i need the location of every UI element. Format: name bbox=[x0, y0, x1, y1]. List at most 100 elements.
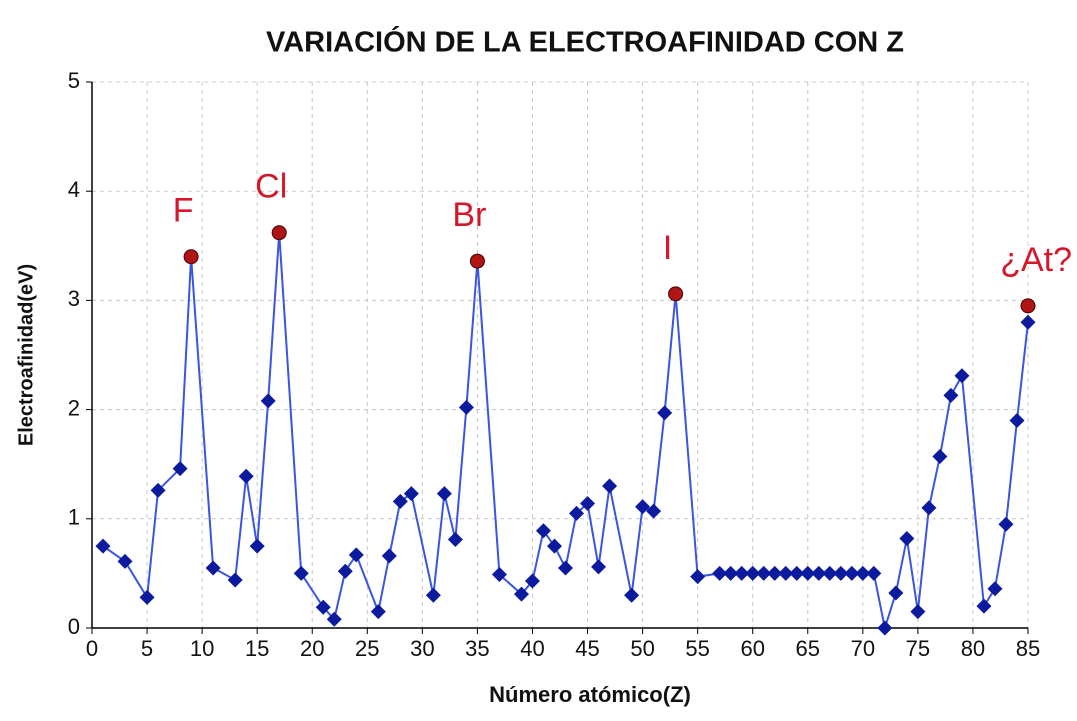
x-tick-label: 25 bbox=[355, 636, 379, 661]
highlight-point bbox=[1020, 298, 1036, 314]
x-tick-label: 85 bbox=[1016, 636, 1040, 661]
point bbox=[1020, 314, 1036, 330]
point bbox=[249, 538, 265, 554]
x-tick-label: 15 bbox=[245, 636, 269, 661]
point bbox=[370, 604, 386, 620]
series-line bbox=[102, 232, 1029, 629]
x-tick-label: 75 bbox=[906, 636, 930, 661]
point bbox=[227, 572, 243, 588]
y-tick-label: 4 bbox=[68, 177, 80, 202]
point bbox=[238, 468, 254, 484]
point bbox=[811, 565, 827, 581]
point bbox=[348, 547, 364, 563]
point bbox=[723, 565, 739, 581]
point bbox=[767, 565, 783, 581]
point bbox=[558, 560, 574, 576]
point bbox=[95, 538, 111, 554]
point bbox=[580, 496, 596, 512]
point bbox=[921, 500, 937, 516]
point bbox=[712, 565, 728, 581]
point bbox=[734, 565, 750, 581]
x-tick-label: 50 bbox=[630, 636, 654, 661]
point bbox=[778, 565, 794, 581]
x-tick-label: 70 bbox=[851, 636, 875, 661]
point bbox=[205, 560, 221, 576]
point bbox=[425, 587, 441, 603]
point bbox=[998, 516, 1014, 532]
point bbox=[139, 589, 155, 605]
point bbox=[899, 530, 915, 546]
chart-title: VARIACIÓN DE LA ELECTROAFINIDAD CON Z bbox=[266, 25, 904, 59]
y-tick-label: 0 bbox=[68, 614, 80, 639]
x-tick-label: 55 bbox=[685, 636, 709, 661]
annotation: Cl bbox=[255, 168, 287, 206]
point bbox=[877, 620, 893, 636]
point bbox=[315, 599, 331, 615]
y-tick-label: 5 bbox=[68, 68, 80, 93]
x-axis-label: Número atómico(Z) bbox=[489, 682, 691, 707]
y-tick-label: 1 bbox=[68, 505, 80, 530]
point bbox=[855, 565, 871, 581]
point bbox=[789, 565, 805, 581]
point bbox=[436, 486, 452, 502]
point bbox=[932, 449, 948, 465]
point bbox=[844, 565, 860, 581]
point bbox=[976, 598, 992, 614]
point bbox=[690, 569, 706, 585]
highlight-point bbox=[668, 286, 684, 302]
x-tick-label: 5 bbox=[141, 636, 153, 661]
point bbox=[756, 565, 772, 581]
x-tick-label: 35 bbox=[465, 636, 489, 661]
point bbox=[172, 461, 188, 477]
x-tick-label: 40 bbox=[520, 636, 544, 661]
point bbox=[624, 587, 640, 603]
point bbox=[800, 565, 816, 581]
highlight-point bbox=[183, 249, 199, 265]
point bbox=[745, 565, 761, 581]
point bbox=[943, 387, 959, 403]
point bbox=[513, 586, 529, 602]
point bbox=[888, 585, 904, 601]
point bbox=[117, 553, 133, 569]
y-axis-label: Electroafinidad(eV) bbox=[15, 264, 37, 446]
point bbox=[987, 581, 1003, 597]
x-tick-label: 10 bbox=[190, 636, 214, 661]
x-tick-label: 80 bbox=[961, 636, 985, 661]
point bbox=[491, 566, 507, 582]
point bbox=[602, 478, 618, 494]
point bbox=[260, 393, 276, 409]
point bbox=[447, 532, 463, 548]
annotation: F bbox=[173, 192, 194, 230]
annotation: ¿At? bbox=[1000, 241, 1072, 279]
x-tick-label: 20 bbox=[300, 636, 324, 661]
point bbox=[646, 503, 662, 519]
x-tick-label: 65 bbox=[796, 636, 820, 661]
x-tick-label: 45 bbox=[575, 636, 599, 661]
y-tick-label: 3 bbox=[68, 286, 80, 311]
point bbox=[150, 482, 166, 498]
highlight-point bbox=[469, 253, 485, 269]
x-tick-label: 30 bbox=[410, 636, 434, 661]
point bbox=[833, 565, 849, 581]
highlight-point bbox=[271, 225, 287, 241]
y-tick-label: 2 bbox=[68, 395, 80, 420]
annotation: I bbox=[663, 229, 672, 267]
point bbox=[866, 565, 882, 581]
point bbox=[657, 405, 673, 421]
point bbox=[458, 399, 474, 415]
point bbox=[381, 548, 397, 564]
point bbox=[954, 368, 970, 384]
point bbox=[546, 538, 562, 554]
x-tick-label: 0 bbox=[86, 636, 98, 661]
point bbox=[535, 523, 551, 539]
annotation: Br bbox=[452, 196, 486, 234]
point bbox=[635, 499, 651, 515]
point bbox=[293, 565, 309, 581]
point bbox=[392, 493, 408, 509]
point bbox=[591, 559, 607, 575]
point bbox=[403, 486, 419, 502]
point bbox=[569, 505, 585, 521]
point bbox=[910, 604, 926, 620]
point bbox=[337, 563, 353, 579]
